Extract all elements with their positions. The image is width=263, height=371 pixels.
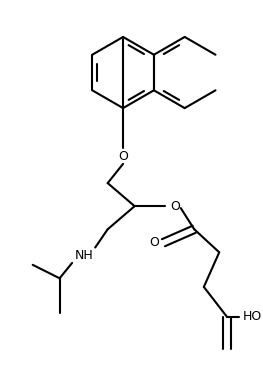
Text: HO: HO <box>242 310 261 323</box>
Text: O: O <box>170 200 180 213</box>
Text: O: O <box>149 236 159 249</box>
Text: NH: NH <box>74 249 93 262</box>
Text: O: O <box>118 150 128 162</box>
